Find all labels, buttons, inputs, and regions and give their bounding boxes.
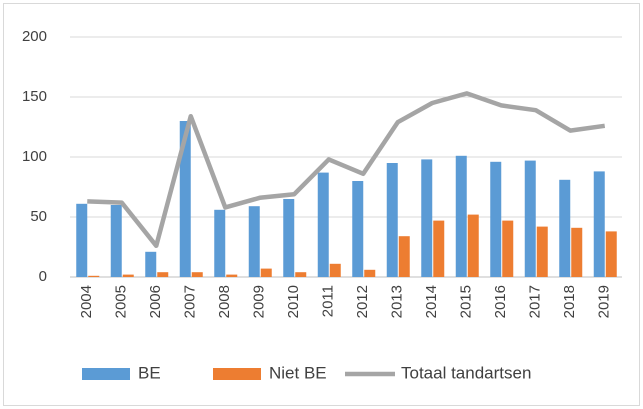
x-tick-label: 2019 xyxy=(596,285,613,318)
x-tick-label: 2013 xyxy=(389,285,406,318)
x-tick-label: 2008 xyxy=(216,285,233,318)
bar xyxy=(559,179,571,277)
x-tick-label: 2010 xyxy=(285,285,302,318)
bar xyxy=(88,275,100,277)
x-tick-label: 2017 xyxy=(527,285,544,318)
bar xyxy=(110,205,122,277)
x-tick-label: 2012 xyxy=(354,285,371,318)
bar xyxy=(455,155,467,277)
bar xyxy=(122,274,134,277)
x-tick-label: 2004 xyxy=(78,285,95,318)
bar xyxy=(386,163,398,277)
x-tick-label: 2015 xyxy=(458,285,475,318)
bar xyxy=(179,121,191,277)
y-tick-label: 50 xyxy=(30,208,47,225)
bar xyxy=(317,172,329,277)
bar xyxy=(329,263,341,277)
bar xyxy=(433,220,445,277)
y-tick-label: 150 xyxy=(22,88,47,105)
x-tick-label: 2018 xyxy=(561,285,578,318)
x-tick-label: 2016 xyxy=(492,285,509,318)
bar xyxy=(593,171,605,277)
bar xyxy=(536,226,548,277)
bar xyxy=(145,251,157,277)
x-tick-label: 2011 xyxy=(320,285,337,317)
bar xyxy=(421,159,433,277)
bar xyxy=(467,214,479,277)
legend-swatch xyxy=(82,368,130,380)
bar xyxy=(502,220,514,277)
bar xyxy=(571,227,583,277)
line xyxy=(87,91,606,249)
bar xyxy=(490,161,502,277)
legend-label: Totaal tandartsen xyxy=(401,363,531,382)
bar xyxy=(364,269,376,277)
x-tick-label: 2006 xyxy=(147,285,164,318)
bar xyxy=(226,274,238,277)
bar xyxy=(398,236,410,277)
bar xyxy=(76,203,88,277)
legend-label: BE xyxy=(138,363,161,382)
bar xyxy=(260,268,272,277)
bar xyxy=(524,160,536,277)
bar xyxy=(352,181,364,277)
bar xyxy=(605,231,617,277)
bar xyxy=(248,206,260,277)
x-tick-label: 2014 xyxy=(423,285,440,318)
bar xyxy=(157,272,169,277)
bar xyxy=(295,272,307,277)
x-tick-label: 2005 xyxy=(113,285,130,318)
bar xyxy=(214,209,226,277)
x-tick-label: 2009 xyxy=(251,285,268,318)
bar xyxy=(283,199,295,277)
y-tick-label: 100 xyxy=(22,148,47,165)
y-tick-label: 0 xyxy=(39,268,47,285)
legend-label: Niet BE xyxy=(269,363,327,382)
x-tick-label: 2007 xyxy=(182,285,199,318)
y-tick-label: 200 xyxy=(22,28,47,45)
legend-swatch xyxy=(213,368,261,380)
bar xyxy=(191,272,203,277)
